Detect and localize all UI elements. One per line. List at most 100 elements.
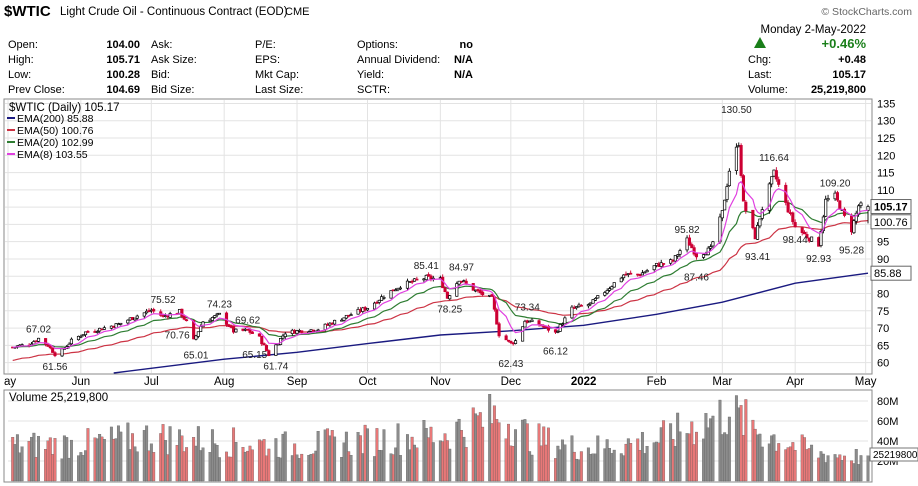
candle-body xyxy=(344,314,348,319)
candle-body xyxy=(640,272,644,276)
volume-bar xyxy=(431,442,435,482)
volume-bar xyxy=(678,431,682,482)
price-annotation: 74.23 xyxy=(207,299,232,310)
volume-bar xyxy=(168,426,172,482)
volume-bars xyxy=(11,394,870,482)
price-annotation: 116.64 xyxy=(759,153,789,164)
price-annotation: 92.93 xyxy=(806,254,831,265)
candle-body xyxy=(652,265,656,271)
candle-body xyxy=(76,335,81,341)
candle-body xyxy=(513,340,518,344)
ema200-line-layer xyxy=(113,272,869,374)
candle-body xyxy=(210,317,214,321)
candle-body xyxy=(300,330,304,333)
candle-body xyxy=(83,331,88,336)
candle-body xyxy=(591,299,595,304)
ema20-line-layer xyxy=(12,200,869,348)
volume-bar xyxy=(695,431,698,482)
candle-body xyxy=(142,312,146,317)
candle-body xyxy=(694,252,699,258)
candle-body xyxy=(673,255,677,262)
candle-body xyxy=(394,289,398,292)
candle-body xyxy=(227,324,231,327)
candle-body xyxy=(734,146,738,172)
candle-body xyxy=(629,272,633,275)
legend-entry: EMA(50) 100.76 xyxy=(17,125,94,137)
price-tick-label: 130 xyxy=(877,116,895,128)
candle-body xyxy=(427,274,431,277)
last-value-tags: 105.17 100.76 85.88 xyxy=(870,199,912,281)
stat-value: 100.28 xyxy=(106,69,140,81)
candle-body xyxy=(267,350,271,357)
candle-body xyxy=(81,334,85,337)
volume-bar xyxy=(32,432,36,482)
candle-body xyxy=(859,202,863,206)
volume-bar xyxy=(398,455,402,482)
volume-bar xyxy=(662,420,666,482)
candle-body xyxy=(570,306,574,319)
candle-body xyxy=(645,270,649,273)
price-tick-label: 135 xyxy=(877,98,895,110)
volume-bar xyxy=(514,429,517,482)
price-annotation: 67.02 xyxy=(26,324,51,335)
stat-value: N/A xyxy=(454,54,473,66)
stat-value: N/A xyxy=(454,69,473,81)
stat-label: Volume: xyxy=(748,84,788,96)
candle-body xyxy=(810,236,814,242)
volume-bar xyxy=(859,455,863,482)
price-tick-label: 90 xyxy=(877,254,889,266)
value-tag-label: 105.17 xyxy=(874,202,908,214)
candle-body xyxy=(126,319,130,324)
volume-bar xyxy=(596,435,600,482)
volume-bar xyxy=(579,451,583,482)
symbol[interactable]: $WTIC xyxy=(4,3,51,20)
candle-body xyxy=(283,333,287,338)
candle-body xyxy=(612,282,616,288)
value-tag-label: 100.76 xyxy=(874,217,908,229)
candle-body xyxy=(805,234,809,239)
candle-body xyxy=(793,222,797,228)
volume-bar xyxy=(185,447,189,482)
candle-body xyxy=(563,317,567,325)
candle-body xyxy=(751,209,755,229)
candle-body xyxy=(553,329,558,333)
price-annotation: 130.50 xyxy=(721,105,752,116)
candle-body xyxy=(192,319,196,340)
volume-bar xyxy=(727,416,731,482)
candle-body xyxy=(410,280,414,283)
price-annotation: 109.20 xyxy=(820,179,851,190)
candle-body xyxy=(678,250,682,255)
time-tick-label: Nov xyxy=(430,376,451,388)
candle-body xyxy=(79,335,83,338)
candle-body xyxy=(281,335,285,339)
candle-body xyxy=(60,348,64,357)
stat-label: Yield: xyxy=(357,69,384,81)
price-tick-label: 65 xyxy=(877,340,889,352)
candle-body xyxy=(264,345,269,351)
candle-body xyxy=(424,274,428,281)
price-annotation: 65.01 xyxy=(183,350,208,361)
candle-body xyxy=(687,237,691,246)
candle-body xyxy=(208,319,212,322)
candle-body xyxy=(490,294,494,297)
volume-bar xyxy=(119,431,123,482)
candle-body xyxy=(774,170,778,180)
ema8-line xyxy=(12,180,869,350)
time-tick-label: ay xyxy=(4,376,16,388)
candle-body xyxy=(333,319,337,325)
candle-body xyxy=(725,186,729,200)
volume-bar xyxy=(86,428,90,482)
volume-bar xyxy=(37,436,40,482)
stat-value: 105.71 xyxy=(106,54,140,66)
candle-body xyxy=(67,343,71,347)
price-annotation: 70.76 xyxy=(165,330,190,341)
candle-body xyxy=(838,200,842,210)
volume-bar xyxy=(546,427,550,482)
candle-body xyxy=(605,290,609,294)
volume-bar xyxy=(135,451,139,482)
candle-body xyxy=(471,283,475,291)
stats-grid: Open: 104.00 High: 105.71 Low: 100.28 Pr… xyxy=(8,39,866,96)
candle-body xyxy=(445,291,449,299)
candle-body xyxy=(593,298,597,301)
